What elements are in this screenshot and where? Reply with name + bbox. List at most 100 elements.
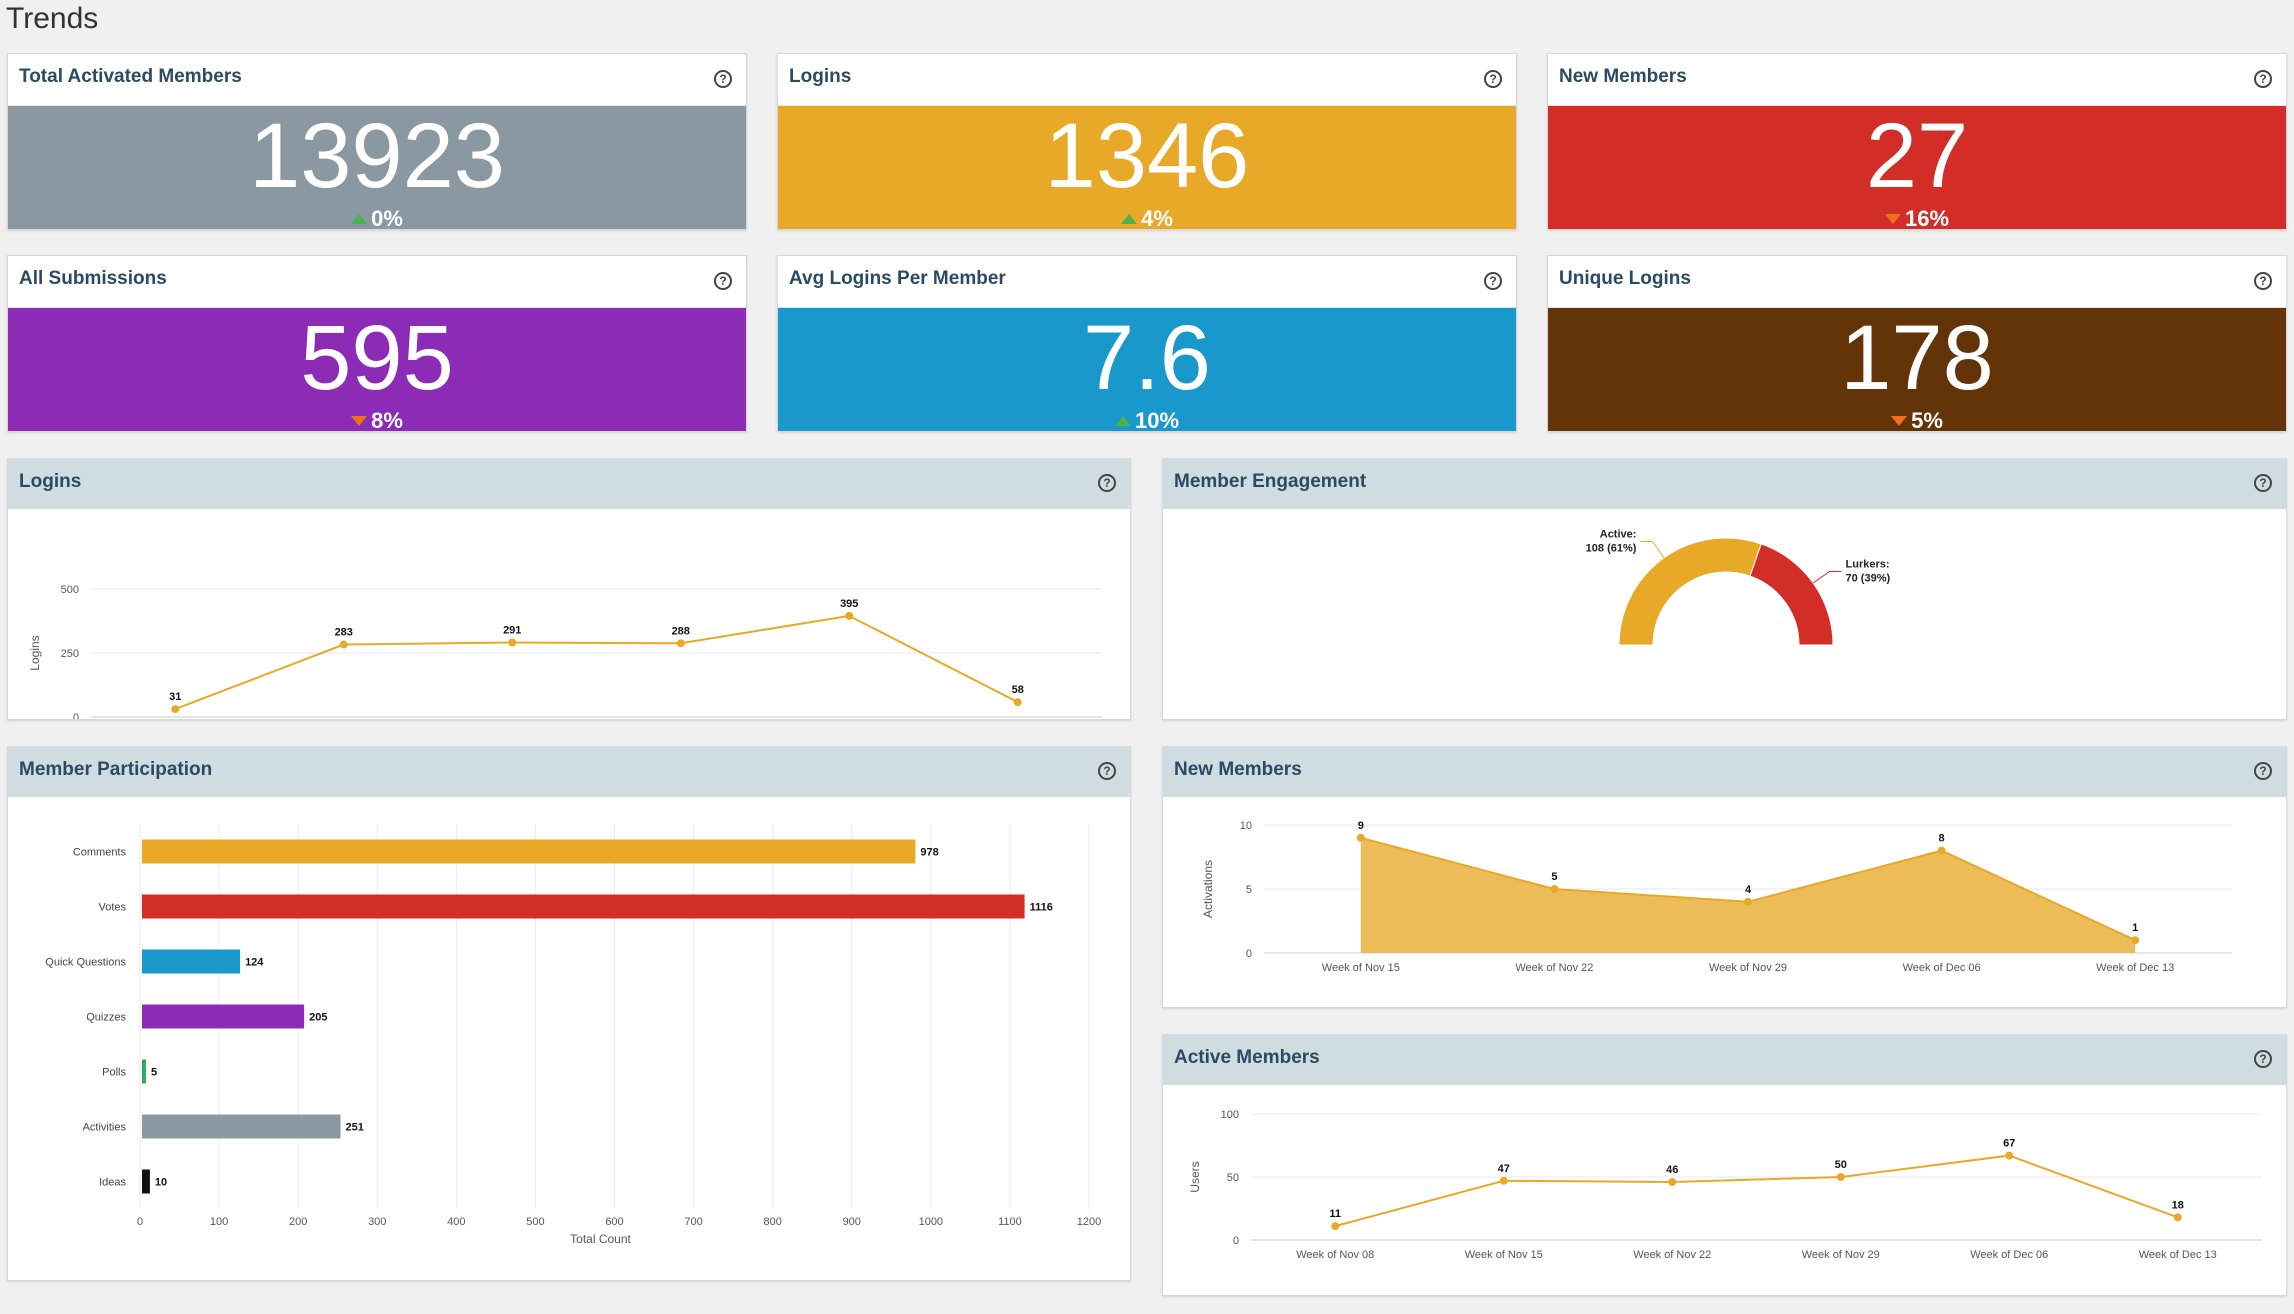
x-tick-label: 800 (763, 1216, 781, 1228)
kpi-value: 7.6 (1083, 307, 1211, 409)
help-icon[interactable]: ? (1098, 762, 1116, 780)
data-label: 395 (840, 598, 858, 610)
help-icon[interactable]: ? (1484, 70, 1502, 88)
bar (142, 1004, 305, 1029)
help-icon[interactable]: ? (2254, 70, 2272, 88)
x-tick-label: 300 (368, 1216, 386, 1228)
kpi-title: New Members (1559, 66, 1687, 87)
category-label: Comments (73, 847, 127, 859)
data-point (676, 639, 685, 648)
y-tick-label: 0 (73, 712, 79, 719)
data-point (1499, 1176, 1508, 1185)
panel-member-participation: Member Participation ? 0 100 200 300 400 500 6… (7, 746, 1131, 1281)
new-members-area-chart: 0 5 10 Activations 9 Week of Nov 15 5 Week of N… (1201, 820, 2232, 974)
data-label: 67 (2003, 1138, 2015, 1150)
slice-label: Active: (1600, 528, 1637, 540)
kpi-title: All Submissions (19, 268, 167, 289)
panel-title: Active Members (1174, 1047, 1320, 1068)
data-point (171, 705, 180, 714)
data-label: 1116 (1030, 902, 1053, 914)
x-tick-label: 1200 (1077, 1216, 1101, 1228)
kpi-title: Unique Logins (1559, 268, 1691, 289)
x-tick-label: Week of Nov 15 (1465, 1249, 1543, 1261)
slice-connector (1812, 570, 1842, 584)
kpi-value: 178 (1840, 307, 1994, 409)
help-icon[interactable]: ? (714, 70, 732, 88)
data-label: 283 (335, 627, 353, 639)
help-icon[interactable]: ? (2254, 272, 2272, 290)
panel-title: Member Participation (19, 759, 213, 780)
area-fill (1360, 837, 2136, 953)
data-label: 8 (1939, 833, 1945, 845)
kpi-header: Avg Logins Per Member ? (778, 256, 1516, 308)
x-tick-label: Week of Nov 22 (1515, 962, 1593, 974)
slice-detail: 108 (61%) (1586, 542, 1637, 554)
kpi-card-total-activated-members[interactable]: Total Activated Members ? 13923 0% (7, 53, 747, 231)
data-label: 11 (1329, 1208, 1341, 1220)
x-tick-label: 1000 (919, 1216, 943, 1228)
data-label: 10 (155, 1177, 167, 1189)
kpi-header: New Members ? (1548, 54, 2286, 106)
data-label: 978 (920, 847, 938, 859)
data-point (1937, 846, 1946, 855)
logins-line-chart: 0250500Logins31Week of Nov 08283Week of … (28, 584, 1102, 719)
help-icon[interactable]: ? (2254, 762, 2272, 780)
trend-down-icon (1891, 416, 1908, 426)
kpi-title: Avg Logins Per Member (789, 268, 1006, 289)
kpi-card-all-submissions[interactable]: All Submissions ? 595 8% (7, 255, 747, 434)
data-point (845, 611, 854, 620)
data-label: 5 (151, 1067, 157, 1079)
data-label: 4 (1745, 884, 1752, 896)
x-tick-label: Week of Dec 13 (2096, 962, 2174, 974)
help-icon[interactable]: ? (2254, 1050, 2272, 1068)
kpi-header: All Submissions ? (8, 256, 746, 308)
kpi-value: 595 (300, 307, 454, 409)
y-tick-label: 0 (1246, 948, 1252, 960)
data-label: 124 (245, 957, 264, 969)
data-label: 291 (503, 625, 521, 637)
kpi-change-value: 5% (1911, 408, 1943, 433)
kpi-card-unique-logins[interactable]: Unique Logins ? 178 5% (1547, 255, 2287, 433)
help-icon[interactable]: ? (2254, 474, 2272, 492)
bar (142, 949, 241, 974)
kpi-header: Total Activated Members ? (8, 54, 746, 106)
panel-header: Member Participation ? (8, 747, 1130, 797)
kpi-change-value: 0% (371, 206, 403, 231)
series-line (1334, 1154, 2179, 1228)
x-tick-label: 100 (210, 1216, 228, 1228)
trend-down-icon (351, 416, 368, 426)
kpi-change: 8% (351, 408, 403, 434)
panel-title: Member Engagement (1174, 471, 1367, 492)
trend-up-icon (1114, 416, 1131, 426)
data-point (2005, 1151, 2014, 1160)
bar (142, 839, 916, 864)
x-tick-label: Week of Nov 29 (1709, 962, 1787, 974)
kpi-card-logins[interactable]: Logins ? 1346 4% (777, 53, 1517, 231)
panel-new-members: New Members ? 0 5 10 Activations 9 Week of No… (1162, 746, 2287, 1008)
help-icon[interactable]: ? (714, 272, 732, 290)
x-tick-label: 200 (289, 1216, 307, 1228)
bar (142, 1059, 146, 1084)
kpi-change-value: 4% (1141, 206, 1173, 231)
data-point (1331, 1222, 1340, 1231)
kpi-change-value: 8% (371, 408, 403, 433)
trend-up-icon (1121, 214, 1138, 224)
help-icon[interactable]: ? (1098, 474, 1116, 492)
panel-header: Active Members ? (1163, 1035, 2286, 1085)
panel-title: New Members (1174, 759, 1302, 780)
kpi-card-new-members[interactable]: New Members ? 27 16% (1547, 53, 2287, 231)
category-label: Quizzes (86, 1012, 126, 1024)
engagement-donut-chart: Active: 108 (61%) Lurkers: 70 (39%) (1586, 528, 1891, 646)
y-axis-label: Logins (28, 635, 42, 670)
bar (142, 1114, 341, 1139)
category-label: Votes (98, 902, 126, 914)
data-point (1356, 833, 1365, 842)
x-tick-label: Week of Nov 15 (1322, 962, 1400, 974)
kpi-body: 27 16% (1548, 106, 2286, 231)
y-axis-label: Users (1188, 1161, 1202, 1192)
kpi-card-avg-logins-per-member[interactable]: Avg Logins Per Member ? 7.6 10% (777, 255, 1517, 433)
x-tick-label: 1100 (998, 1216, 1022, 1228)
help-icon[interactable]: ? (1484, 272, 1502, 290)
kpi-body: 7.6 10% (778, 307, 1516, 433)
data-point (1550, 885, 1559, 893)
